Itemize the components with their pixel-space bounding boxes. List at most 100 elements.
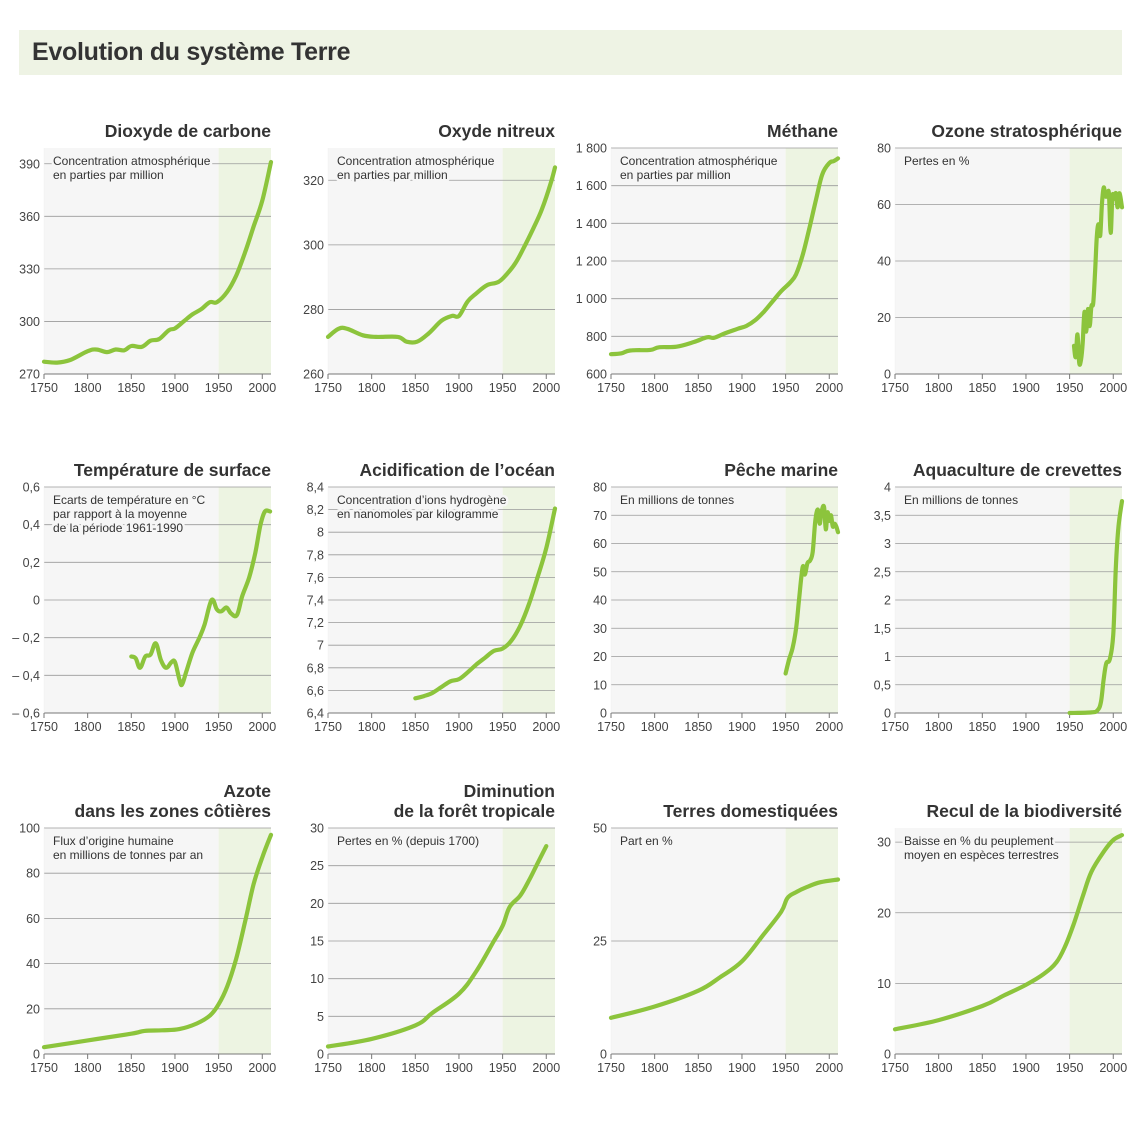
- panel-title: Terres domestiquées: [663, 801, 838, 821]
- y-tick-label: 50: [593, 565, 607, 579]
- y-tick-label: 800: [586, 330, 607, 344]
- y-tick-label: 1 800: [576, 142, 607, 156]
- y-tick-label: 0: [884, 1048, 891, 1062]
- x-tick-label: 1750: [597, 381, 625, 395]
- panel: 0 20 40 60 80 1750 1800 1850 1900 1950 2000 Pertes …: [877, 121, 1127, 395]
- y-tick-label: 20: [310, 897, 324, 911]
- panel-note: en millions de tonnes par an: [53, 848, 203, 862]
- y-tick-label: 100: [19, 822, 40, 836]
- x-tick-label: 1950: [489, 1061, 517, 1075]
- x-tick-label: 1850: [117, 1061, 145, 1075]
- y-tick-label: 6,8: [307, 661, 324, 675]
- series-line: [129, 508, 273, 688]
- panel: 0 25 50 1750 1800 1850 1900 1950 2000 Part en % Te…: [593, 801, 843, 1075]
- y-tick-label: 70: [593, 509, 607, 523]
- series-line: [1071, 185, 1125, 367]
- x-tick-label: 2000: [1099, 1061, 1127, 1075]
- y-tick-label: 0: [600, 1048, 607, 1062]
- x-tick-label: 1800: [641, 1061, 669, 1075]
- x-tick-label: 1850: [968, 381, 996, 395]
- y-tick-label: 260: [303, 368, 324, 382]
- x-tick-label: 1900: [161, 720, 189, 734]
- y-tick-label: 0,6: [23, 481, 40, 495]
- x-tick-label: 1900: [728, 720, 756, 734]
- highlight-period: [218, 828, 271, 1054]
- y-tick-label: 2: [884, 594, 891, 608]
- x-tick-label: 1800: [925, 381, 953, 395]
- x-tick-label: 1800: [925, 720, 953, 734]
- y-tick-label: 300: [303, 238, 324, 252]
- y-tick-label: 7: [317, 639, 324, 653]
- y-tick-label: 0: [33, 1048, 40, 1062]
- series-line: [413, 506, 558, 701]
- panel-note: par rapport à la moyenne: [53, 507, 187, 521]
- y-tick-label: 25: [310, 859, 324, 873]
- x-tick-label: 1950: [1056, 381, 1084, 395]
- x-tick-label: 1900: [445, 381, 473, 395]
- y-tick-label: 0,5: [874, 678, 891, 692]
- y-tick-label: 360: [19, 210, 40, 224]
- x-tick-label: 1800: [358, 381, 386, 395]
- x-tick-label: 1750: [881, 720, 909, 734]
- y-tick-label: 40: [593, 594, 607, 608]
- y-tick-label: 80: [26, 867, 40, 881]
- panel-note: en parties par million: [53, 168, 164, 182]
- panel-title: Ozone stratosphérique: [931, 121, 1122, 141]
- x-tick-label: 1850: [401, 720, 429, 734]
- panel: 270 300 330 360 390 1750 1800 1850 1900 1950 2000 C…: [19, 121, 276, 395]
- x-tick-label: 1850: [401, 381, 429, 395]
- x-tick-label: 1750: [314, 720, 342, 734]
- x-tick-label: 1850: [968, 1061, 996, 1075]
- plot-background: [44, 148, 219, 374]
- x-tick-label: 1800: [358, 720, 386, 734]
- y-tick-label: 10: [310, 972, 324, 986]
- y-tick-label: 20: [877, 311, 891, 325]
- panel-note: de la période 1961-1990: [53, 521, 183, 535]
- panel: 600 800 1 000 1 200 1 400 1 600 1 800 1750 1800 1…: [576, 121, 843, 395]
- x-tick-label: 1800: [925, 1061, 953, 1075]
- y-tick-label: 1,5: [874, 622, 891, 636]
- panel-note: Flux d’origine humaine: [53, 834, 174, 848]
- y-tick-label: 50: [593, 822, 607, 836]
- x-tick-label: 1800: [641, 720, 669, 734]
- x-tick-label: 1900: [728, 1061, 756, 1075]
- x-tick-label: 1750: [597, 1061, 625, 1075]
- y-tick-label: 0: [884, 707, 891, 721]
- x-tick-label: 1950: [772, 1061, 800, 1075]
- y-tick-label: – 0,6: [12, 707, 40, 721]
- series-line: [892, 833, 1125, 1032]
- y-tick-label: 3,5: [874, 509, 891, 523]
- y-tick-label: – 0,2: [12, 631, 40, 645]
- x-tick-label: 1750: [881, 381, 909, 395]
- panel: – 0,6 – 0,4 – 0,2 0 0,2 0,4 0,6 1750 1800 1850 190…: [12, 460, 276, 734]
- x-tick-label: 1950: [489, 720, 517, 734]
- series-line: [1067, 499, 1125, 716]
- page-title: Evolution du système Terre: [32, 38, 351, 66]
- x-tick-label: 1800: [641, 381, 669, 395]
- y-tick-label: 20: [877, 906, 891, 920]
- panel-note: en parties par million: [337, 168, 448, 182]
- x-tick-label: 2000: [248, 381, 276, 395]
- y-tick-label: 30: [310, 822, 324, 836]
- panel-title: Recul de la biodiversité: [927, 801, 1123, 821]
- panel: 6,4 6,6 6,8 7 7,2 7,4 7,6 7,8 8 8,2 8,4 1750 1800 185…: [307, 460, 561, 734]
- panel-note: En millions de tonnes: [904, 493, 1018, 507]
- x-tick-label: 1950: [772, 720, 800, 734]
- panel-note: en nanomoles par kilogramme: [337, 507, 499, 521]
- x-tick-label: 1750: [881, 1061, 909, 1075]
- x-tick-label: 1800: [358, 1061, 386, 1075]
- x-tick-label: 2000: [815, 381, 843, 395]
- panel-title: de la forêt tropicale: [394, 801, 556, 821]
- series-line: [608, 877, 841, 1020]
- x-tick-label: 1950: [772, 381, 800, 395]
- panel-title: Azote: [223, 781, 271, 801]
- panel-title: Oxyde nitreux: [438, 121, 555, 141]
- y-tick-label: 6,4: [307, 707, 324, 721]
- panel-note: Concentration d’ions hydrogène: [337, 493, 507, 507]
- y-tick-label: 2,5: [874, 565, 891, 579]
- y-tick-label: 30: [877, 836, 891, 850]
- y-tick-label: 0: [317, 1048, 324, 1062]
- panel-title: Aquaculture de crevettes: [913, 460, 1122, 480]
- y-tick-label: 8,4: [307, 481, 324, 495]
- y-tick-label: 80: [877, 142, 891, 156]
